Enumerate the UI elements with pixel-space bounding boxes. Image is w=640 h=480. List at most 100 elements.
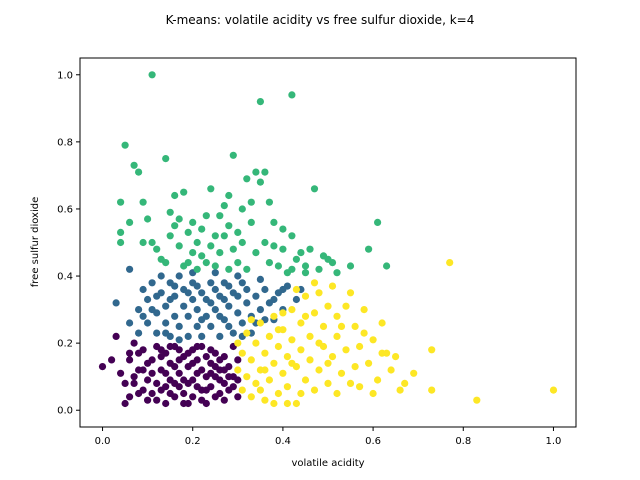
scatter-point <box>297 319 305 327</box>
scatter-point <box>392 353 400 361</box>
scatter-point <box>180 376 188 384</box>
scatter-point <box>180 302 188 310</box>
scatter-point <box>374 376 382 384</box>
scatter-point <box>148 238 156 247</box>
scatter-point <box>265 198 273 206</box>
scatter-point <box>234 376 242 384</box>
scatter-point <box>148 306 156 314</box>
scatter-point <box>225 302 233 310</box>
x-axis-label: volatile acidity <box>291 458 364 469</box>
scatter-point <box>139 285 147 294</box>
scatter-point <box>252 379 260 387</box>
scatter-point <box>324 255 332 263</box>
scatter-point <box>162 155 170 163</box>
scatter-point <box>198 225 206 233</box>
scatter-point <box>252 292 260 300</box>
scatter-point <box>220 316 228 324</box>
scatter-point <box>247 393 255 401</box>
scatter-point <box>193 265 201 273</box>
scatter-point <box>265 332 273 340</box>
scatter-point <box>356 383 364 391</box>
scatter-point <box>175 369 183 377</box>
scatter-point <box>225 282 233 290</box>
scatter-point <box>369 336 377 344</box>
scatter-point <box>166 232 174 240</box>
scatter-point <box>243 329 251 337</box>
scatter-point <box>360 306 368 314</box>
scatter-point <box>162 302 170 310</box>
scatter-point <box>279 285 287 294</box>
scatter-point <box>279 225 287 233</box>
scatter-point <box>261 168 269 176</box>
scatter-point <box>216 249 224 257</box>
scatter-point <box>144 396 152 404</box>
scatter-point <box>238 279 246 287</box>
scatter-point <box>184 259 192 267</box>
scatter-point <box>283 353 291 361</box>
scatter-point <box>234 393 242 401</box>
scatter-point <box>189 295 197 304</box>
y-tick-label: 0.0 <box>57 406 73 417</box>
scatter-point <box>166 389 174 398</box>
scatter-point <box>108 356 116 364</box>
scatter-point <box>162 319 170 327</box>
scatter-point <box>265 376 273 384</box>
scatter-point <box>189 359 197 367</box>
scatter-point <box>207 242 215 250</box>
scatter-point <box>220 396 228 404</box>
scatter-point <box>310 386 319 394</box>
scatter-point <box>256 386 264 394</box>
scatter-point <box>337 322 346 330</box>
scatter-point <box>252 249 260 257</box>
scatter-point <box>144 215 152 223</box>
scatter-point <box>126 393 134 401</box>
scatter-point <box>144 376 152 384</box>
scatter-point <box>261 349 269 357</box>
scatter-point <box>256 275 264 283</box>
scatter-point <box>157 272 165 280</box>
x-tick-label: 1.0 <box>546 436 562 447</box>
scatter-point <box>238 238 246 247</box>
scatter-point <box>288 265 296 273</box>
scatter-point <box>270 359 278 367</box>
scatter-point <box>333 389 341 398</box>
scatter-point <box>117 198 125 206</box>
scatter-point <box>198 252 206 260</box>
scatter-point <box>135 306 143 314</box>
scatter-point <box>256 306 264 314</box>
scatter-point <box>301 312 310 320</box>
scatter-point <box>337 369 346 377</box>
x-tick-label: 0.2 <box>185 436 201 447</box>
scatter-point <box>171 191 179 200</box>
scatter-point <box>207 185 215 193</box>
scatter-point <box>153 379 161 387</box>
scatter-point <box>261 396 269 404</box>
scatter-point <box>130 373 138 381</box>
scatter-point <box>207 279 215 287</box>
scatter-point <box>229 245 237 253</box>
scatter-point <box>193 342 201 351</box>
scatter-point <box>202 386 210 394</box>
scatter-point <box>171 222 179 230</box>
y-axis-label: free sulfur dioxide <box>30 197 41 288</box>
scatter-point <box>153 329 161 337</box>
scatter-point <box>279 369 287 377</box>
scatter-point <box>162 399 170 408</box>
scatter-point <box>234 339 242 347</box>
scatter-point <box>270 399 278 408</box>
points-layer <box>98 71 558 408</box>
scatter-point <box>166 295 174 304</box>
scatter-point <box>243 285 251 294</box>
scatter-point <box>184 312 192 320</box>
scatter-point <box>202 212 210 220</box>
scatter-point <box>356 342 364 351</box>
scatter-point <box>162 259 170 267</box>
scatter-point <box>288 359 296 367</box>
scatter-point <box>184 228 192 236</box>
scatter-point <box>148 71 156 79</box>
scatter-point <box>153 292 161 300</box>
scatter-point <box>162 383 170 391</box>
scatter-point <box>216 292 224 300</box>
scatter-point <box>365 245 373 253</box>
scatter-point <box>207 346 215 354</box>
